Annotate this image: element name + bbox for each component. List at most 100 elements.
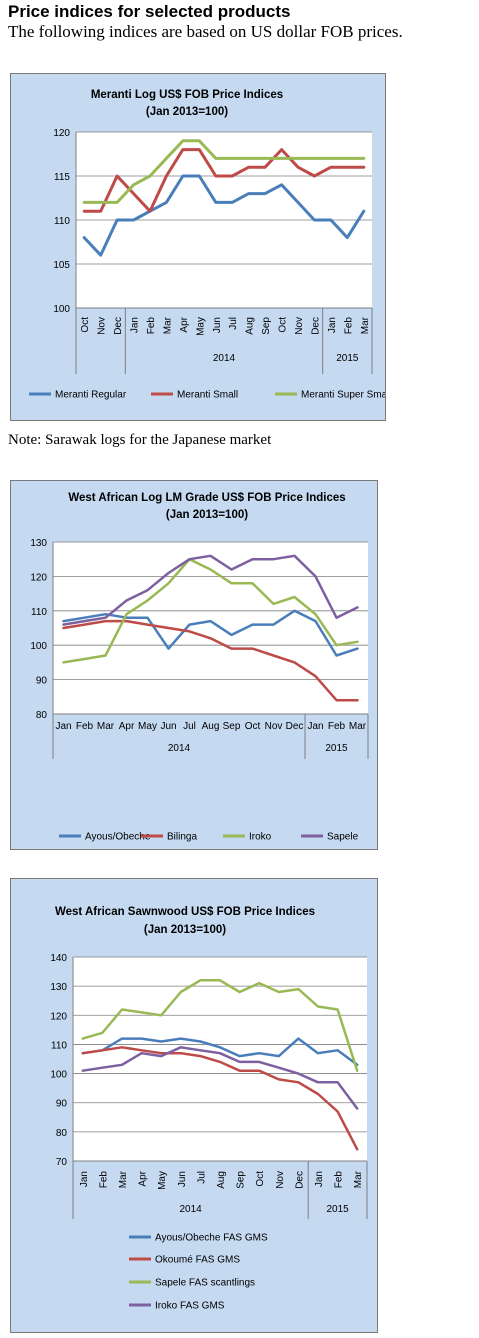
y-tick-label: 130 xyxy=(30,538,47,549)
x-tick-label: Feb xyxy=(98,1171,109,1189)
x-tick-label: Jun xyxy=(160,721,176,732)
y-tick-label: 110 xyxy=(54,216,70,227)
x-tick-label: Nov xyxy=(294,317,305,335)
x-tick-label: Dec xyxy=(113,317,124,335)
chart-subtitle: (Jan 2013=100) xyxy=(144,924,226,936)
x-tick-label: Mar xyxy=(162,316,173,334)
year-label: 2015 xyxy=(325,743,348,754)
x-tick-label: Jan xyxy=(307,721,323,732)
x-tick-label: Feb xyxy=(343,317,354,335)
legend-label: Meranti Small xyxy=(177,390,238,401)
chart-title: Meranti Log US$ FOB Price Indices xyxy=(91,89,283,101)
x-tick-label: May xyxy=(195,317,206,336)
x-tick-label: Jan xyxy=(327,317,338,333)
x-tick-label: Aug xyxy=(216,1171,227,1189)
x-tick-label: Jan xyxy=(314,1171,325,1187)
x-tick-label: Aug xyxy=(245,317,256,335)
series-line-iroko-fas-gms xyxy=(81,1046,359,1110)
x-tick-label: Mar xyxy=(349,721,367,732)
chart-panel-west-african-sawnwood: West African Sawnwood US$ FOB Price Indi… xyxy=(10,878,378,1333)
series-line-meranti-regular xyxy=(82,174,366,257)
x-tick-label: Jan xyxy=(130,317,141,333)
x-tick-label: Feb xyxy=(328,721,346,732)
x-tick-label: Jul xyxy=(183,721,196,732)
x-tick-label: Apr xyxy=(179,316,190,332)
x-tick-label: Dec xyxy=(286,721,304,732)
x-tick-label: May xyxy=(138,721,157,732)
x-tick-label: Oct xyxy=(278,317,289,333)
y-tick-label: 80 xyxy=(56,1128,68,1139)
x-tick-label: Nov xyxy=(265,721,283,732)
x-tick-label: Jul xyxy=(196,1171,207,1184)
chart-title: West African Log LM Grade US$ FOB Price … xyxy=(68,492,345,504)
x-tick-label: Aug xyxy=(202,721,220,732)
series-line-sapele-fas-scantlings xyxy=(81,979,359,1072)
x-tick-label: Jun xyxy=(212,317,223,333)
y-tick-label: 100 xyxy=(30,641,47,652)
year-label: 2014 xyxy=(213,353,236,364)
year-label: 2014 xyxy=(168,743,191,754)
series-line-meranti-super-small xyxy=(82,139,366,204)
y-tick-label: 70 xyxy=(56,1157,68,1168)
legend-label: Iroko FAS GMS xyxy=(155,1301,225,1312)
series-line-ayous-obeche xyxy=(62,609,359,657)
year-label: 2015 xyxy=(336,353,359,364)
y-tick-label: 90 xyxy=(36,676,48,687)
legend-label: Meranti Super Small xyxy=(301,390,385,401)
west-african-log-price-chart: West African Log LM Grade US$ FOB Price … xyxy=(30,492,369,843)
y-tick-label: 100 xyxy=(53,304,70,315)
x-tick-label: Sep xyxy=(261,317,272,335)
year-label: 2014 xyxy=(179,1204,202,1215)
west-african-sawnwood-price-chart: West African Sawnwood US$ FOB Price Indi… xyxy=(50,906,368,1312)
x-tick-label: May xyxy=(157,1171,168,1190)
series-line-okoum-fas-gms xyxy=(81,1046,359,1151)
x-tick-label: Jan xyxy=(55,721,71,732)
meranti-price-chart: Meranti Log US$ FOB Price Indices (Jan 20… xyxy=(29,89,392,401)
x-tick-label: Apr xyxy=(119,721,135,732)
chart-panel-meranti: Meranti Log US$ FOB Price Indices (Jan 20… xyxy=(10,73,392,421)
y-tick-label: 120 xyxy=(30,572,47,583)
x-tick-label: Oct xyxy=(255,1171,266,1187)
legend-label: Ayous/Obeche FAS GMS xyxy=(155,1233,268,1244)
x-tick-label: Sep xyxy=(236,1171,247,1189)
x-tick-label: Jul xyxy=(228,317,239,330)
x-tick-label: Sep xyxy=(223,721,241,732)
series-line-meranti-small xyxy=(82,148,366,213)
legend-label: Bilinga xyxy=(167,832,197,843)
x-tick-label: Oct xyxy=(80,317,91,333)
chart-title: West African Sawnwood US$ FOB Price Indi… xyxy=(55,906,315,918)
legend-label: Sapele xyxy=(327,832,359,843)
y-tick-label: 110 xyxy=(31,607,47,618)
x-tick-label: Jan xyxy=(79,1171,90,1187)
chart-subtitle: (Jan 2013=100) xyxy=(166,509,248,521)
x-tick-label: Nov xyxy=(275,1171,286,1189)
legend-label: Iroko xyxy=(249,832,272,843)
legend-label: Meranti Regular xyxy=(55,390,127,401)
y-tick-label: 120 xyxy=(50,1011,67,1022)
plot-area xyxy=(73,957,367,1161)
x-tick-label: Feb xyxy=(146,317,157,335)
y-tick-label: 130 xyxy=(50,982,67,993)
x-tick-label: Dec xyxy=(310,317,321,335)
legend-label: Okoumé FAS GMS xyxy=(155,1255,240,1266)
x-tick-label: Mar xyxy=(360,316,371,334)
series-line-bilinga xyxy=(62,619,359,702)
x-tick-label: Oct xyxy=(245,721,261,732)
heading-subtitle: The following indices are based on US do… xyxy=(8,22,403,41)
legend-label: Ayous/Obeche xyxy=(85,832,151,843)
legend-label: Sapele FAS scantlings xyxy=(155,1278,255,1289)
y-tick-label: 100 xyxy=(50,1070,67,1081)
x-tick-label: Mar xyxy=(118,1170,129,1188)
y-tick-label: 80 xyxy=(36,710,48,721)
heading-title: Price indices for selected products xyxy=(8,2,291,21)
y-tick-label: 140 xyxy=(50,953,67,964)
chart-panel-west-african-log: West African Log LM Grade US$ FOB Price … xyxy=(10,480,378,850)
x-tick-label: Jun xyxy=(177,1171,188,1187)
chart-note: Note: Sarawak logs for the Japanese mark… xyxy=(8,432,272,448)
y-tick-label: 90 xyxy=(56,1099,68,1110)
y-tick-label: 105 xyxy=(53,260,70,271)
y-tick-label: 115 xyxy=(54,172,70,183)
year-label: 2015 xyxy=(326,1204,349,1215)
x-tick-label: Mar xyxy=(353,1170,364,1188)
x-tick-label: Dec xyxy=(294,1171,305,1189)
